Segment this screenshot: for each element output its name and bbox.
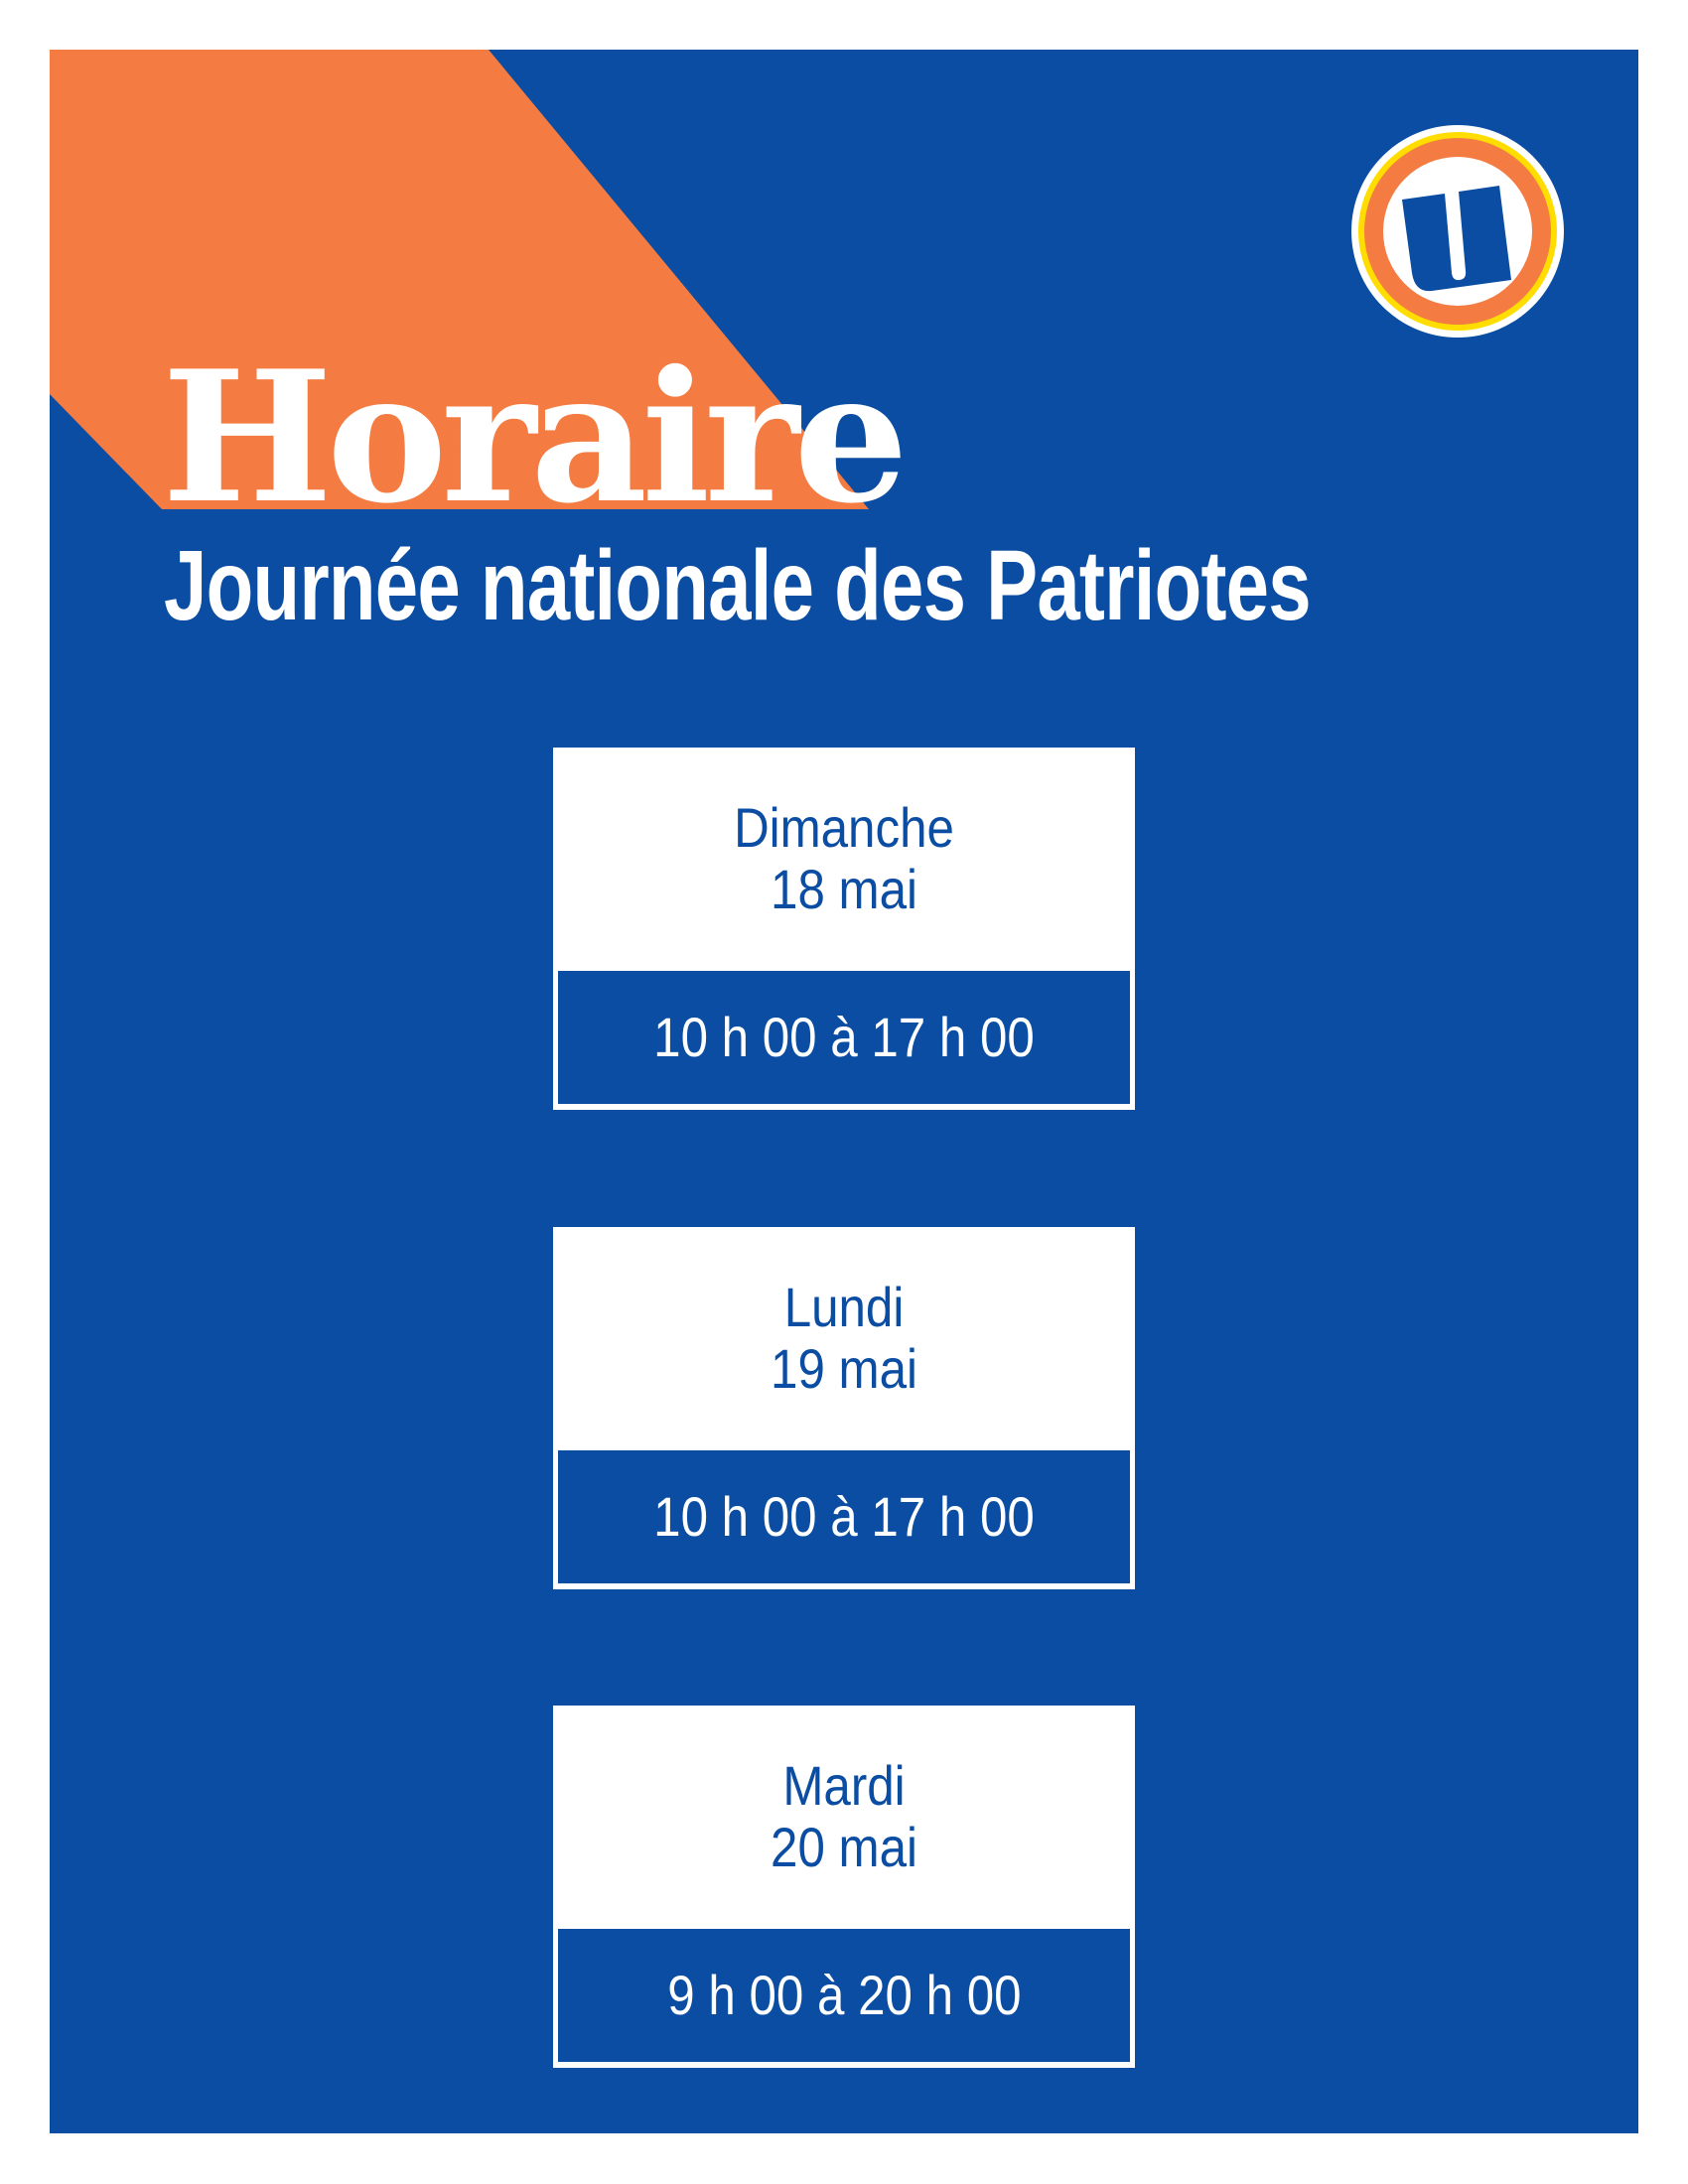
schedule-card-monday: Lundi 19 mai 10 h 00 à 17 h 00 bbox=[553, 1227, 1135, 1589]
day-date: 20 mai bbox=[771, 1816, 917, 1878]
schedule-card-sunday: Dimanche 18 mai 10 h 00 à 17 h 00 bbox=[553, 748, 1135, 1110]
u-logo-icon bbox=[1351, 125, 1564, 338]
page-title: Horaire bbox=[162, 331, 909, 543]
hours-text: 10 h 00 à 17 h 00 bbox=[653, 1006, 1035, 1068]
hours-text: 9 h 00 à 20 h 00 bbox=[666, 1964, 1022, 2026]
page-subtitle: Journée nationale des Patriotes bbox=[164, 530, 1312, 641]
schedule-card-tuesday: Mardi 20 mai 9 h 00 à 20 h 00 bbox=[553, 1706, 1135, 2068]
hours-bar: 9 h 00 à 20 h 00 bbox=[558, 1929, 1130, 2062]
day-date: 19 mai bbox=[771, 1337, 917, 1400]
day-label: Mardi 20 mai bbox=[588, 1755, 1100, 1878]
hours-bar: 10 h 00 à 17 h 00 bbox=[558, 1450, 1130, 1583]
day-name: Lundi bbox=[783, 1276, 905, 1338]
day-name: Dimanche bbox=[734, 796, 954, 859]
day-label: Dimanche 18 mai bbox=[588, 797, 1100, 920]
day-label: Lundi 19 mai bbox=[588, 1277, 1100, 1400]
day-date: 18 mai bbox=[771, 858, 917, 920]
orange-diagonal-band bbox=[50, 50, 869, 509]
day-name: Mardi bbox=[782, 1754, 906, 1817]
hours-bar: 10 h 00 à 17 h 00 bbox=[558, 971, 1130, 1104]
hours-text: 10 h 00 à 17 h 00 bbox=[653, 1485, 1035, 1548]
